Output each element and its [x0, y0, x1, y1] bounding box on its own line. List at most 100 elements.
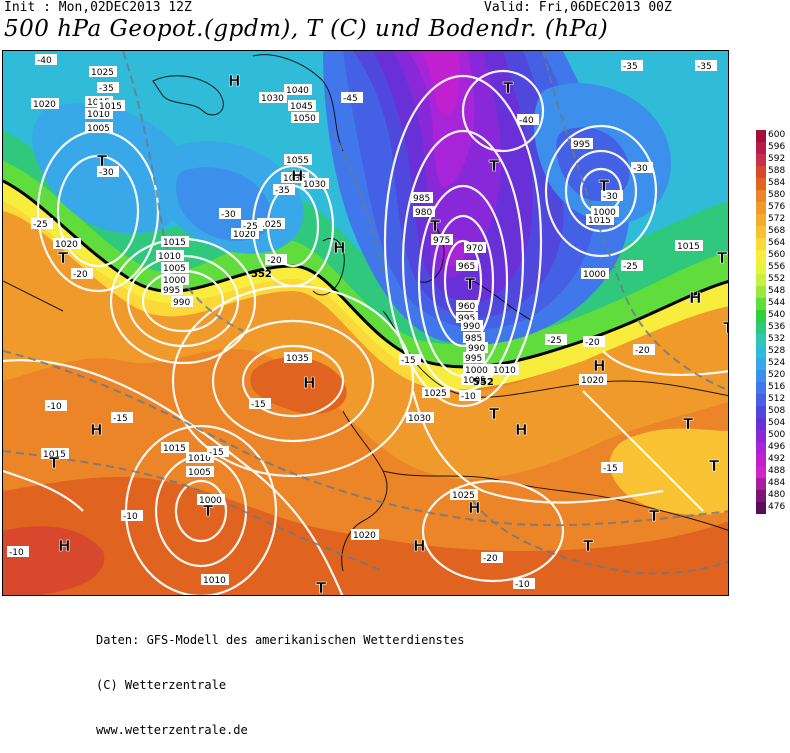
svg-text:1045: 1045 — [290, 102, 313, 112]
pressure-label: 1020 — [53, 238, 81, 250]
svg-text:1005: 1005 — [463, 376, 486, 386]
legend-level-label: 556 — [768, 262, 786, 272]
svg-text:1010: 1010 — [87, 110, 110, 120]
pressure-label: 985 — [411, 192, 433, 204]
pressure-label: 995 — [571, 138, 593, 150]
isoline-552-label-2: 552 — [473, 377, 494, 388]
temperature-label: -30 — [219, 208, 241, 220]
high-pressure-center: H — [90, 421, 103, 439]
temperature-label: -25 — [31, 218, 53, 230]
temperature-label: -20 — [583, 336, 605, 348]
svg-text:-30: -30 — [603, 192, 618, 202]
pressure-label: 1010 — [491, 364, 519, 376]
temperature-label: -45 — [341, 92, 363, 104]
svg-text:1035: 1035 — [286, 354, 309, 364]
pressure-label: 990 — [461, 320, 483, 332]
legend-swatch — [756, 310, 766, 322]
high-pressure-center: H — [468, 499, 481, 517]
legend-swatch — [756, 478, 766, 490]
svg-text:990: 990 — [468, 344, 485, 354]
svg-text:1015: 1015 — [163, 444, 186, 454]
svg-text:1020: 1020 — [581, 376, 604, 386]
legend-level-label: 488 — [768, 466, 786, 476]
legend-level-label: 524 — [768, 358, 786, 368]
high-pressure-center: H — [58, 537, 71, 555]
legend-swatch — [756, 178, 766, 190]
legend-level-label: 540 — [768, 310, 786, 320]
legend-swatch — [756, 226, 766, 238]
svg-text:1005: 1005 — [188, 468, 211, 478]
svg-text:1020: 1020 — [233, 230, 256, 240]
legend-level-label: 508 — [768, 406, 786, 416]
svg-text:1000: 1000 — [163, 276, 186, 286]
low-pressure-center: T — [683, 415, 694, 433]
low-pressure-center: T — [58, 249, 69, 267]
legend-swatch — [756, 142, 766, 154]
svg-text:-10: -10 — [9, 548, 24, 558]
svg-text:1015: 1015 — [99, 102, 122, 112]
temperature-label: -10 — [121, 510, 143, 522]
temperature-label: -35 — [97, 82, 119, 94]
svg-text:-15: -15 — [401, 356, 416, 366]
svg-text:970: 970 — [466, 244, 483, 254]
legend-level-label: 480 — [768, 490, 786, 500]
legend-swatch — [756, 130, 766, 142]
pressure-label: 1015 — [161, 442, 189, 454]
legend-swatch — [756, 358, 766, 370]
pressure-label: 1005 — [186, 466, 214, 478]
pressure-label: 1005 — [85, 122, 113, 134]
pressure-label: 1015 — [41, 448, 69, 460]
legend-level-label: 536 — [768, 322, 786, 332]
low-pressure-center: T — [489, 405, 500, 423]
legend-level-label: 548 — [768, 286, 786, 296]
temperature-label: -20 — [265, 254, 287, 266]
svg-text:1010: 1010 — [203, 576, 226, 586]
legend-level-label: 576 — [768, 202, 786, 212]
svg-text:-25: -25 — [623, 262, 638, 272]
svg-text:-20: -20 — [585, 338, 600, 348]
pressure-label: 1015 — [586, 214, 614, 226]
svg-text:1020: 1020 — [353, 531, 376, 541]
pressure-label: 1030 — [301, 178, 329, 190]
low-pressure-center: T — [49, 454, 60, 472]
svg-text:1025: 1025 — [259, 220, 282, 230]
svg-text:-15: -15 — [113, 414, 128, 424]
low-pressure-center: T — [649, 507, 660, 525]
pressure-label-layer: 1025102010151010100510301040104510501055… — [31, 66, 703, 586]
svg-text:-30: -30 — [633, 164, 648, 174]
legend-swatch — [756, 202, 766, 214]
temperature-label: -40 — [517, 114, 539, 126]
credit-line-source: Daten: GFS-Modell des amerikanischen Wet… — [96, 633, 465, 647]
svg-text:1005: 1005 — [163, 264, 186, 274]
high-pressure-center: H — [413, 537, 426, 555]
temperature-label: -20 — [71, 268, 93, 280]
svg-text:1000: 1000 — [465, 366, 488, 376]
legend-level-label: 492 — [768, 454, 786, 464]
svg-text:-35: -35 — [275, 186, 290, 196]
svg-text:-25: -25 — [33, 220, 48, 230]
pressure-label: 1010 — [186, 452, 214, 464]
high-pressure-center: H — [291, 167, 304, 185]
temperature-label: -10 — [459, 390, 481, 402]
svg-text:-20: -20 — [73, 270, 88, 280]
pressure-label: 1030 — [259, 92, 287, 104]
pressure-label: 990 — [171, 296, 193, 308]
legend-swatch — [756, 466, 766, 478]
svg-text:-25: -25 — [243, 222, 258, 232]
high-pressure-center: H — [228, 72, 241, 90]
svg-text:1030: 1030 — [303, 180, 326, 190]
pressure-label: 1000 — [463, 364, 491, 376]
pressure-label: 960 — [456, 300, 478, 312]
temperature-label: -15 — [601, 462, 623, 474]
svg-text:-25: -25 — [547, 336, 562, 346]
legend-level-label: 560 — [768, 250, 786, 260]
svg-text:-35: -35 — [623, 62, 638, 72]
legend-swatch — [756, 502, 766, 514]
pressure-label: 1015 — [97, 100, 125, 112]
pressure-label: 975 — [431, 234, 453, 246]
pressure-label: 1020 — [351, 529, 379, 541]
pressure-label: 1050 — [291, 112, 319, 124]
svg-text:990: 990 — [463, 322, 480, 332]
high-pressure-center: H — [303, 374, 316, 392]
svg-text:985: 985 — [465, 334, 482, 344]
